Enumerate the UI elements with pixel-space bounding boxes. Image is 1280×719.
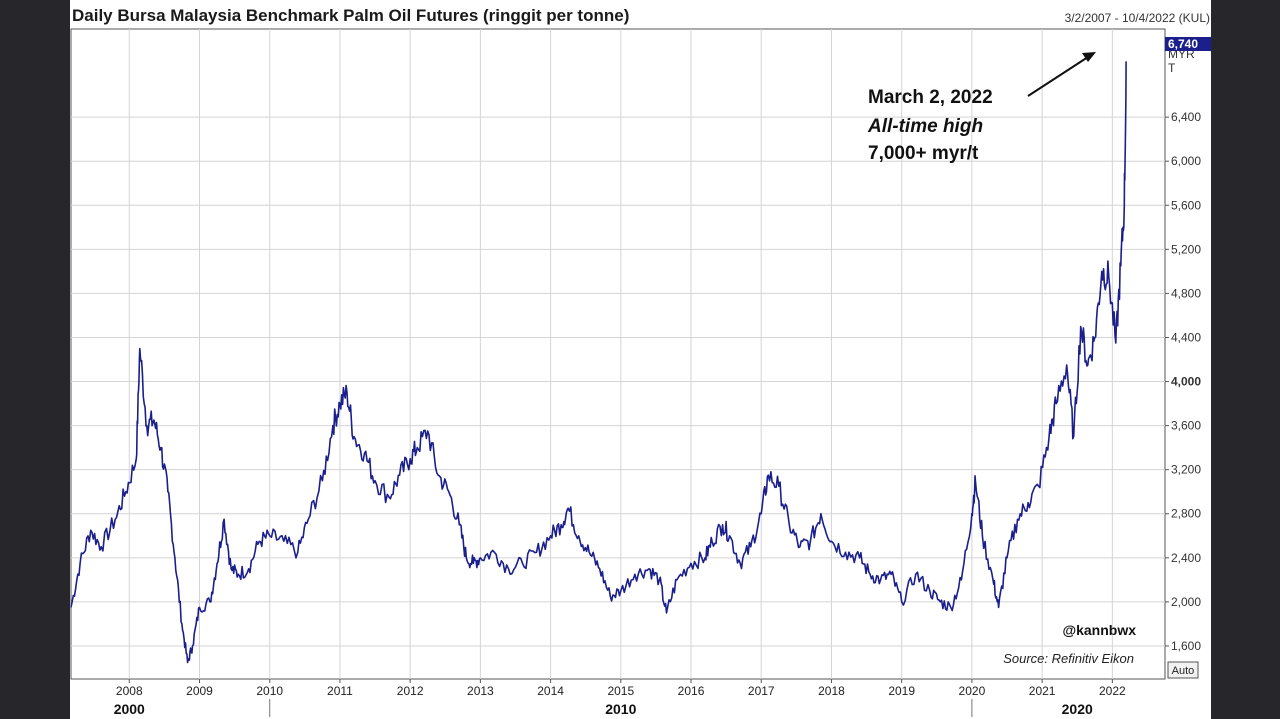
x-tick-label-8: 2016: [678, 684, 705, 698]
annotation: March 2, 2022 All-time high 7,000+ myr/t: [867, 52, 1096, 164]
x-tick-label-0: 2008: [116, 684, 143, 698]
y-tick-label-5: 3,600: [1171, 419, 1201, 433]
x-tick-label-12: 2020: [959, 684, 986, 698]
y-tick-label-0: 1,600: [1171, 639, 1201, 653]
decade-label-0: 2000: [114, 701, 145, 717]
y-tick-label-7: 4,400: [1171, 330, 1201, 344]
annotation-arrow-head: [1082, 52, 1096, 62]
grid-layer: [71, 29, 1165, 679]
y-tick-label-2: 2,400: [1171, 551, 1201, 565]
x-tick-label-6: 2014: [537, 684, 564, 698]
y-tick-label-10: 5,600: [1171, 198, 1201, 212]
x-axis: 2008 2009 2010 2011 2012 2013 2014 2015 2016 2017…: [114, 679, 1126, 717]
auto-button-label[interactable]: Auto: [1172, 665, 1195, 677]
y-tick-label-4: 3,200: [1171, 463, 1201, 477]
auto-button[interactable]: Auto: [1167, 661, 1199, 679]
y-tick-label-12: 6,400: [1171, 110, 1201, 124]
last-value-tag-box: [1165, 37, 1211, 51]
y-tick-label-1: 2,000: [1171, 595, 1201, 609]
x-tick-label-10: 2018: [818, 684, 845, 698]
annotation-line3: 7,000+ myr/t: [868, 143, 979, 164]
y-tick-label-9: 5,200: [1171, 242, 1201, 256]
y-tick-label-3: 2,800: [1171, 507, 1201, 521]
date-range: 3/2/2007 - 10/4/2022 (KUL): [1065, 11, 1210, 25]
y-tick-label-8: 4,800: [1171, 286, 1201, 300]
x-tick-label-4: 2012: [397, 684, 424, 698]
x-tick-label-13: 2021: [1029, 684, 1056, 698]
x-tick-label-11: 2019: [888, 684, 915, 698]
y-axis: 1,600 2,000 2,400 2,800 3,200 3,600 4,000 4,400…: [1165, 110, 1201, 653]
chart-panel: Daily Bursa Malaysia Benchmark Palm Oil …: [70, 0, 1211, 719]
price-chart: Daily Bursa Malaysia Benchmark Palm Oil …: [70, 6, 1211, 717]
x-tick-label-14: 2022: [1099, 684, 1126, 698]
x-tick-label-3: 2011: [327, 684, 353, 698]
source-note: Source: Refinitiv Eikon: [1003, 651, 1134, 666]
last-value-tag: 6,740: [1165, 37, 1211, 51]
annotation-line2: All-time high: [867, 116, 983, 137]
x-tick-label-9: 2017: [748, 684, 775, 698]
x-tick-label-7: 2015: [607, 684, 634, 698]
decade-label-1: 2010: [605, 701, 636, 717]
author-handle: @kannbwx: [1062, 622, 1136, 638]
decade-label-2: 2020: [1062, 701, 1093, 717]
series-line-palm-oil: [70, 61, 1127, 664]
y-tick-label-6: 4,000: [1171, 375, 1201, 389]
unit-label-t: T: [1168, 61, 1176, 75]
x-tick-label-5: 2013: [467, 684, 494, 698]
annotation-line1: March 2, 2022: [868, 87, 993, 108]
x-tick-label-1: 2009: [186, 684, 213, 698]
chart-title: Daily Bursa Malaysia Benchmark Palm Oil …: [72, 6, 629, 25]
annotation-arrow-line: [1027, 56, 1089, 97]
y-tick-label-11: 6,000: [1171, 154, 1201, 168]
plot-area: [70, 28, 1166, 680]
x-tick-label-2: 2010: [256, 684, 283, 698]
last-value-label: 6,740: [1168, 37, 1198, 51]
auto-button-box[interactable]: [1167, 661, 1199, 679]
